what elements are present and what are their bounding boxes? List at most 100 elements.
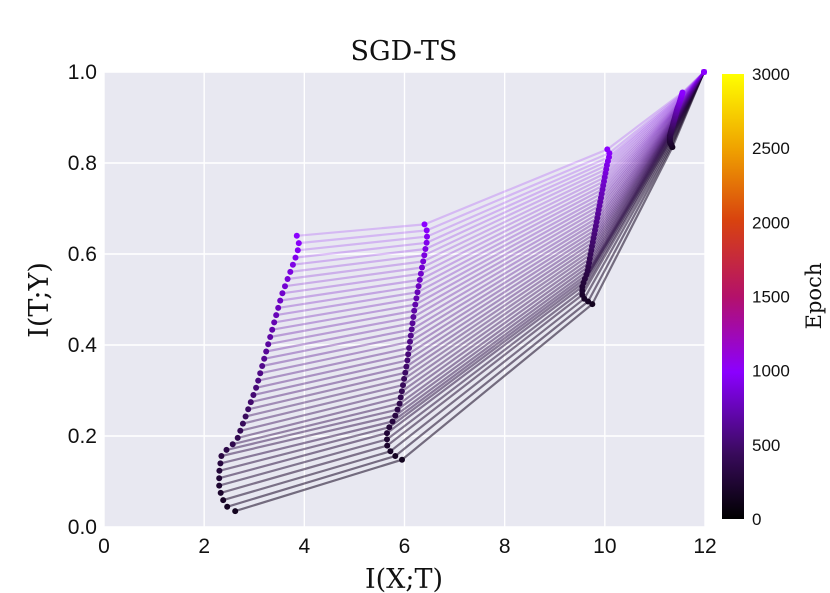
data-point	[279, 290, 286, 297]
data-point	[417, 270, 424, 277]
data-point	[250, 392, 257, 398]
data-point	[287, 268, 294, 275]
data-point	[398, 388, 405, 395]
y-tick-labels: 0.0 0.2 0.4 0.6 0.8 1.0	[68, 61, 98, 539]
data-point	[292, 254, 299, 261]
y-tick-label: 0.2	[68, 425, 97, 448]
data-point	[217, 489, 224, 496]
data-point	[282, 283, 288, 290]
data-point	[421, 221, 428, 228]
data-point	[392, 453, 399, 459]
data-point	[216, 467, 223, 474]
chart-title: SGD-TS	[351, 36, 458, 67]
data-point	[604, 146, 611, 153]
data-point	[422, 246, 429, 252]
data-point	[401, 375, 408, 382]
data-point	[423, 239, 430, 246]
data-point	[416, 276, 423, 283]
y-tick-label: 0.4	[68, 334, 98, 357]
data-point	[414, 289, 421, 296]
colorbar-tick-label: 2500	[752, 139, 790, 158]
data-point	[579, 287, 586, 294]
data-point	[271, 319, 278, 326]
data-point	[277, 297, 284, 304]
data-point	[408, 326, 415, 333]
data-point	[294, 247, 301, 254]
data-point	[253, 384, 260, 391]
data-point	[295, 240, 302, 247]
data-point	[216, 475, 223, 482]
colorbar-label: Epoch	[802, 263, 826, 330]
data-point	[265, 341, 272, 348]
data-point	[224, 503, 231, 510]
data-point	[424, 233, 430, 240]
data-point	[386, 424, 393, 431]
colorbar-tick-label: 3000	[752, 65, 790, 84]
data-point	[413, 295, 420, 302]
data-point	[229, 441, 236, 448]
data-point	[263, 348, 270, 355]
data-point	[412, 301, 419, 308]
data-point	[267, 334, 274, 340]
data-point	[387, 448, 394, 455]
x-tick-label: 10	[593, 535, 616, 558]
data-point	[289, 261, 296, 268]
data-point	[218, 453, 225, 459]
data-point	[400, 382, 406, 389]
data-point	[579, 291, 586, 298]
y-tick-label: 0.6	[68, 243, 97, 266]
x-tick-label: 8	[499, 535, 511, 558]
data-point	[406, 345, 413, 351]
data-point	[261, 355, 268, 362]
x-tick-label: 6	[399, 535, 411, 558]
data-point	[216, 482, 223, 489]
data-point	[405, 351, 412, 358]
data-point	[411, 307, 418, 314]
data-point	[421, 252, 428, 259]
data-point	[273, 312, 280, 319]
data-point	[293, 232, 300, 239]
data-point	[217, 460, 224, 467]
colorbar-tick-labels: 0 500 1000 1500 2000 2500 3000	[752, 65, 790, 529]
data-point	[239, 420, 246, 427]
colorbar-tick-label: 1000	[752, 362, 790, 381]
y-tick-label: 1.0	[68, 61, 97, 84]
data-point	[407, 332, 414, 339]
data-point	[679, 89, 686, 96]
data-point	[275, 304, 282, 311]
data-point	[407, 338, 413, 345]
data-point	[404, 357, 411, 364]
layer-points	[216, 69, 707, 515]
colorbar-tick-label: 500	[752, 436, 780, 455]
x-tick-label: 0	[98, 535, 110, 558]
data-point	[392, 412, 399, 419]
data-point	[223, 446, 230, 453]
data-point	[396, 400, 403, 407]
data-point	[402, 369, 409, 376]
x-tick-label: 12	[693, 535, 716, 558]
data-point	[384, 436, 390, 443]
data-point	[399, 456, 405, 463]
data-point	[220, 497, 227, 504]
data-point	[410, 314, 417, 320]
data-point	[255, 377, 262, 384]
data-point	[403, 363, 410, 370]
x-tick-label: 2	[198, 535, 210, 558]
colorbar-tick-label: 2000	[752, 213, 790, 232]
data-point	[284, 276, 291, 282]
data-point	[394, 406, 401, 413]
data-point	[409, 320, 416, 327]
colorbar-tick-label: 0	[752, 510, 761, 529]
data-point	[247, 399, 254, 406]
x-tick-label: 4	[298, 535, 310, 558]
data-point	[245, 406, 252, 413]
data-point	[242, 413, 249, 420]
data-point	[423, 227, 430, 234]
data-point	[384, 430, 390, 437]
data-point	[269, 326, 276, 333]
data-point	[389, 418, 396, 425]
colorbar-tick-label: 1500	[752, 288, 790, 307]
data-point	[420, 258, 427, 265]
data-point	[419, 264, 425, 271]
